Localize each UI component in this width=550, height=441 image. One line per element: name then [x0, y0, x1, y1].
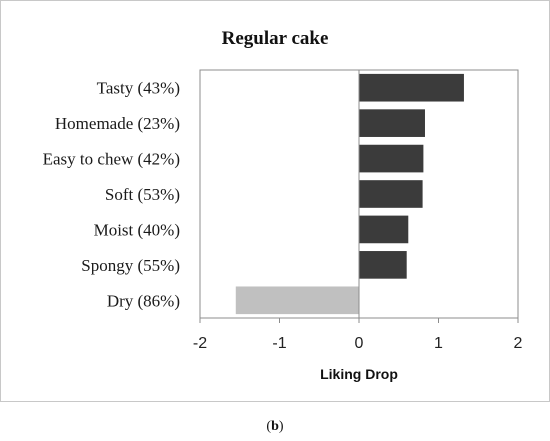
bar [359, 180, 423, 208]
bar [359, 251, 407, 279]
x-tick-label: -2 [193, 335, 207, 352]
category-label: Soft (53%) [105, 185, 180, 204]
category-label: Easy to chew (42%) [43, 150, 180, 169]
bar [359, 73, 464, 102]
bar [359, 215, 409, 244]
caption-open: ( [266, 419, 271, 434]
x-tick-label: 0 [355, 335, 364, 352]
caption-letter: b [271, 419, 279, 434]
x-tick-label: -1 [272, 335, 286, 352]
x-tick-label: 1 [434, 335, 443, 352]
category-label: Homemade (23%) [55, 114, 180, 133]
category-labels: Tasty (43%) Homemade (23%) Easy to chew (4… [43, 79, 180, 311]
category-label: Dry (86%) [107, 291, 180, 310]
x-axis-title: Liking Drop [320, 366, 398, 382]
category-label: Spongy (55%) [81, 256, 180, 275]
category-label: Tasty (43%) [97, 79, 180, 98]
caption-close: ) [279, 419, 284, 434]
bar [359, 109, 425, 137]
bar [235, 286, 359, 315]
category-label: Moist (40%) [94, 220, 180, 239]
x-axis-ticks: -2 -1 0 1 2 [193, 318, 523, 352]
x-tick-label: 2 [514, 335, 523, 352]
chart-title: Regular cake [222, 28, 329, 49]
bars [235, 73, 464, 315]
bar [359, 144, 424, 173]
figure-caption: (b) [266, 419, 283, 434]
